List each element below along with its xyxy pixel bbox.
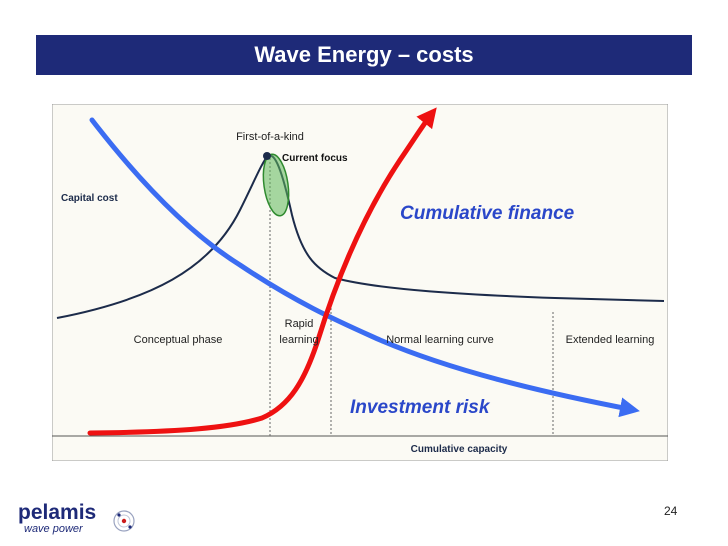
phase-label-conceptual: Conceptual phase — [134, 334, 223, 346]
current-focus-marker — [263, 152, 271, 160]
cumulative-capacity-label: Cumulative capacity — [411, 444, 508, 455]
phase-label-extended: Extended learning — [566, 334, 655, 346]
pelamis-logo-icon — [113, 510, 135, 532]
cumulative-finance-curve — [87, 107, 437, 436]
cumulative-finance-label: Cumulative finance — [400, 203, 575, 224]
capital-cost-curve — [56, 154, 665, 319]
logo-tagline-text: wave power — [24, 523, 84, 535]
pelamis-logo: pelamis wave power — [16, 497, 136, 541]
slide-title: Wave Energy – costs — [254, 42, 474, 67]
current-focus-ellipse — [262, 153, 290, 217]
page-number: 24 — [664, 504, 678, 518]
first-of-a-kind-label: First-of-a-kind — [236, 131, 304, 143]
current-focus-label: Current focus — [282, 153, 348, 164]
investment-risk-label: Investment risk — [350, 397, 491, 418]
logo-brand-text: pelamis — [18, 501, 96, 524]
capital-cost-label: Capital cost — [61, 193, 118, 204]
title-bar: Wave Energy – costs — [36, 35, 692, 75]
cost-diagram: First-of-a-kind Current focus Capital co… — [52, 104, 668, 461]
phase-label-normal: Normal learning curve — [386, 334, 494, 346]
phase-label-rapid-line2: learning — [279, 334, 318, 346]
phase-label-rapid-line1: Rapid — [285, 318, 314, 330]
